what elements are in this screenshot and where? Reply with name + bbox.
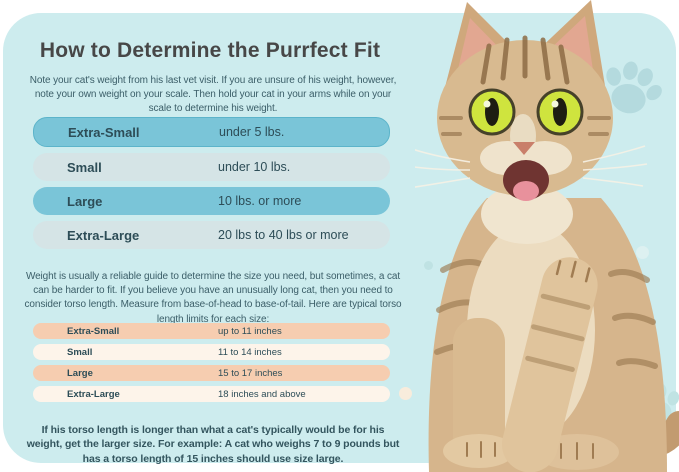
- torso-explainer-paragraph: Weight is usually a reliable guide to de…: [24, 271, 402, 325]
- table-row: Large 15 to 17 inches: [33, 365, 390, 381]
- decorative-dot: [399, 387, 412, 400]
- size-label: Large: [67, 193, 103, 209]
- weight-size-table: Extra-Small under 5 lbs. Small under 10 …: [33, 117, 390, 255]
- size-value: 15 to 17 inches: [218, 367, 283, 379]
- size-value: 10 lbs. or more: [218, 194, 302, 208]
- table-row: Extra-Small under 5 lbs.: [33, 117, 390, 147]
- table-row: Large 10 lbs. or more: [33, 187, 390, 215]
- size-label: Extra-Large: [67, 227, 140, 243]
- size-label: Large: [67, 367, 93, 379]
- table-row: Extra-Large 18 inches and above: [33, 386, 390, 402]
- torso-length-table: Extra-Small up to 11 inches Small 11 to …: [33, 323, 390, 407]
- decorative-dot: [424, 261, 433, 270]
- sizing-tip-paragraph: If his torso length is longer than what …: [26, 423, 400, 466]
- size-label: Extra-Large: [67, 388, 120, 400]
- size-value: 20 lbs to 40 lbs or more: [218, 228, 349, 242]
- table-row: Small under 10 lbs.: [33, 153, 390, 181]
- intro-paragraph: Note your cat's weight from his last vet…: [29, 75, 397, 115]
- table-row: Extra-Large 20 lbs to 40 lbs or more: [33, 221, 390, 249]
- size-label: Extra-Small: [68, 124, 140, 140]
- size-label: Small: [67, 159, 102, 175]
- cat-photo: [415, 0, 679, 472]
- table-row: Small 11 to 14 inches: [33, 344, 390, 360]
- size-label: Small: [67, 346, 93, 358]
- table-row: Extra-Small up to 11 inches: [33, 323, 390, 339]
- size-value: under 5 lbs.: [219, 125, 285, 139]
- size-value: under 10 lbs.: [218, 160, 291, 174]
- size-label: Extra-Small: [67, 325, 120, 337]
- size-value: 18 inches and above: [218, 388, 306, 400]
- size-value: 11 to 14 inches: [218, 346, 282, 358]
- guide-content: How to Determine the Purrfect Fit Note y…: [24, 39, 402, 466]
- page-title: How to Determine the Purrfect Fit: [39, 39, 381, 63]
- paw-print-icon: [606, 61, 662, 114]
- decorative-dot: [636, 246, 649, 259]
- size-value: up to 11 inches: [218, 325, 282, 337]
